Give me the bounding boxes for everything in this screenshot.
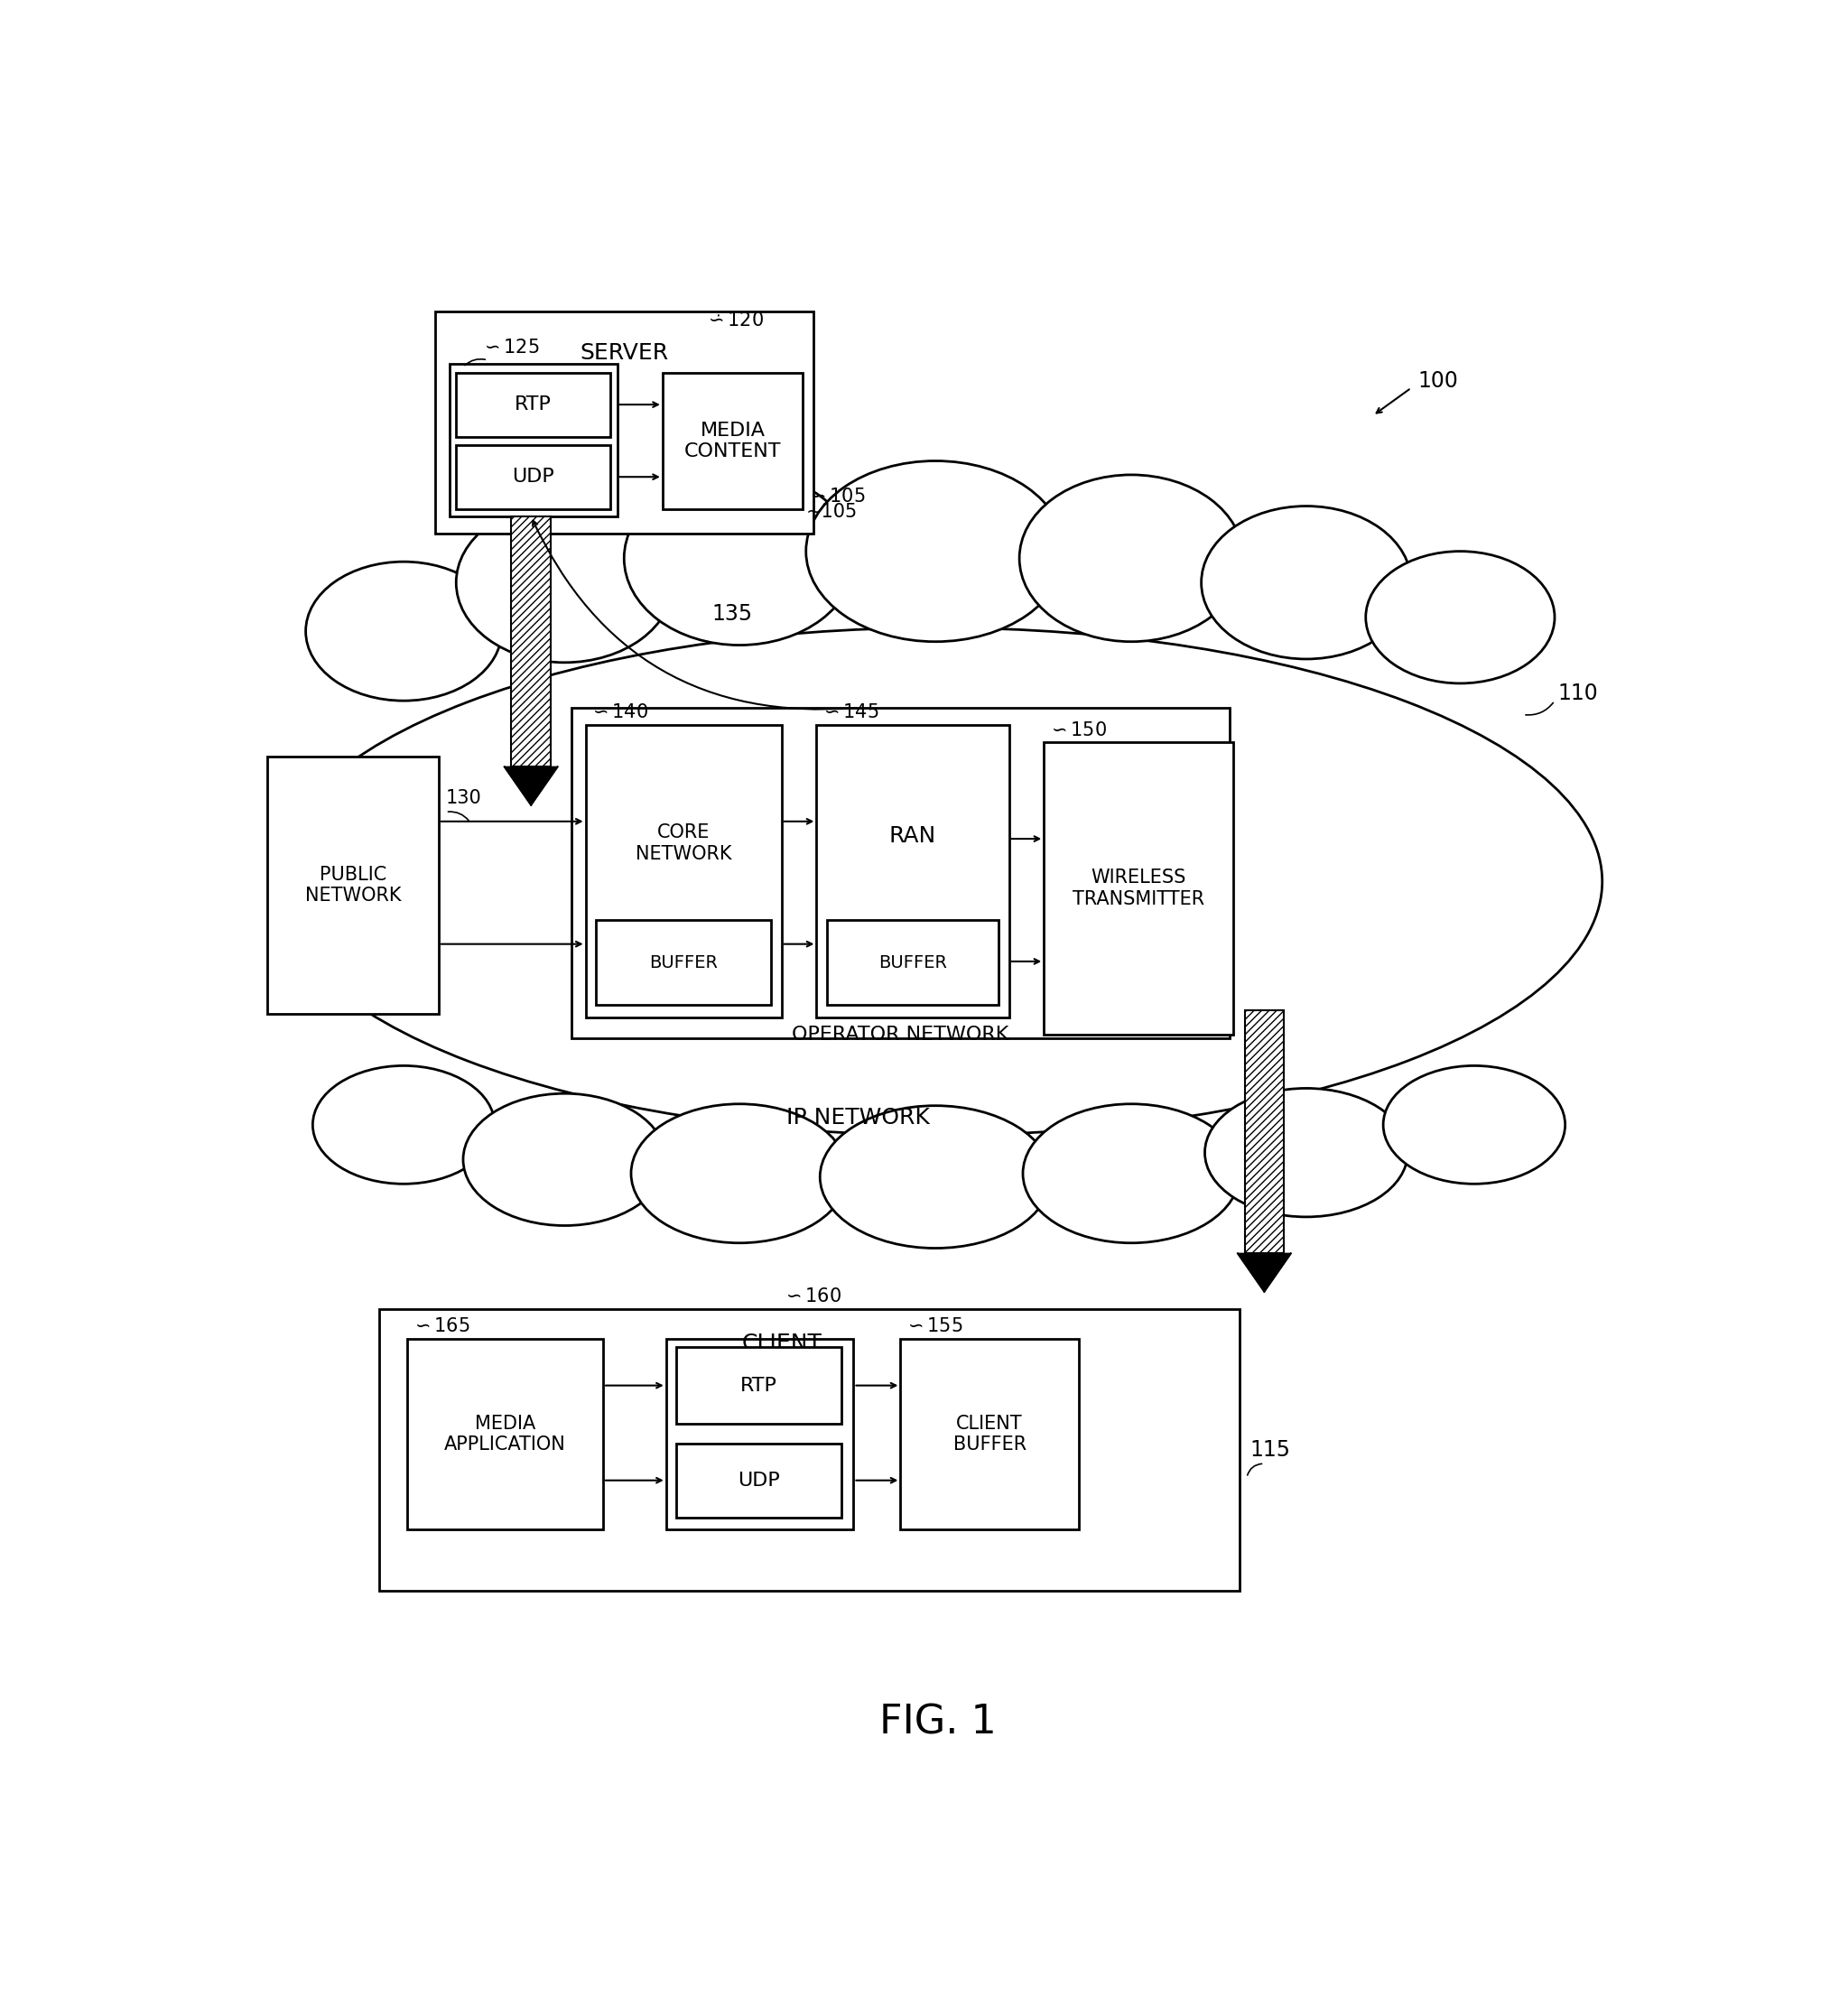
Text: $\backsim$160: $\backsim$160 (781, 1288, 842, 1306)
Text: MEDIA
CONTENT: MEDIA CONTENT (684, 421, 781, 460)
Ellipse shape (1200, 506, 1411, 659)
Text: UDP: UDP (512, 468, 554, 486)
Text: $\backsim$165: $\backsim$165 (410, 1316, 470, 1335)
Ellipse shape (456, 502, 673, 663)
Ellipse shape (313, 1066, 494, 1183)
Text: SERVER: SERVER (580, 343, 668, 365)
Text: RAN: RAN (889, 825, 937, 847)
Ellipse shape (805, 462, 1065, 641)
Text: $\backsim$125: $\backsim$125 (481, 339, 540, 357)
Bar (456, 446, 609, 508)
Bar (1043, 742, 1233, 1034)
Text: $\backsim$145: $\backsim$145 (820, 704, 878, 722)
Text: FIG. 1: FIG. 1 (878, 1704, 997, 1742)
Text: 130: 130 (447, 788, 481, 806)
Text: BUFFER: BUFFER (878, 954, 946, 972)
Bar (571, 708, 1230, 1038)
Text: MEDIA
APPLICATION: MEDIA APPLICATION (445, 1415, 565, 1454)
Polygon shape (505, 766, 558, 804)
Polygon shape (1237, 1254, 1290, 1292)
Text: RTP: RTP (514, 395, 551, 413)
Ellipse shape (1019, 476, 1243, 641)
Text: OPERATOR NETWORK: OPERATOR NETWORK (792, 1026, 1008, 1044)
Text: BUFFER: BUFFER (650, 954, 717, 972)
Ellipse shape (1023, 1105, 1239, 1244)
Bar (511, 516, 551, 766)
Bar (597, 919, 770, 1006)
Bar (586, 726, 781, 1016)
Text: CLIENT
BUFFER: CLIENT BUFFER (953, 1415, 1027, 1454)
Ellipse shape (463, 1093, 666, 1226)
Ellipse shape (820, 1105, 1050, 1248)
Ellipse shape (1365, 550, 1556, 683)
Text: PUBLIC
NETWORK: PUBLIC NETWORK (306, 865, 401, 905)
Ellipse shape (1204, 1089, 1407, 1218)
Text: ~105: ~105 (805, 502, 858, 520)
Text: UDP: UDP (737, 1472, 780, 1490)
Bar (827, 919, 999, 1006)
Bar (677, 1347, 842, 1423)
Ellipse shape (306, 562, 501, 702)
Ellipse shape (273, 627, 1603, 1135)
Text: $\backsim$155: $\backsim$155 (904, 1316, 963, 1335)
Bar (677, 1443, 842, 1518)
Text: RTP: RTP (741, 1377, 778, 1395)
Bar (666, 1339, 853, 1530)
Bar (379, 1308, 1239, 1591)
Bar (662, 373, 803, 508)
Bar (448, 363, 617, 516)
Text: 100: 100 (1418, 371, 1459, 391)
Bar (436, 310, 813, 534)
Text: $\backsim$140: $\backsim$140 (589, 704, 648, 722)
Ellipse shape (624, 472, 855, 645)
Text: 115: 115 (1250, 1439, 1290, 1462)
Text: 110: 110 (1557, 683, 1599, 706)
Bar (900, 1339, 1080, 1530)
Text: $\backsim$150: $\backsim$150 (1047, 722, 1107, 740)
Bar (456, 373, 609, 437)
Bar (267, 756, 439, 1014)
Bar (816, 726, 1008, 1016)
Text: $\backsim$120: $\backsim$120 (705, 310, 765, 329)
Ellipse shape (631, 1105, 847, 1244)
Text: CLIENT: CLIENT (741, 1333, 822, 1355)
Text: 135: 135 (712, 603, 752, 625)
Bar (1244, 1010, 1285, 1254)
Text: CORE
NETWORK: CORE NETWORK (635, 825, 732, 863)
Ellipse shape (1383, 1066, 1565, 1183)
Bar (406, 1339, 604, 1530)
Text: IP NETWORK: IP NETWORK (787, 1107, 930, 1129)
Text: WIRELESS
TRANSMITTER: WIRELESS TRANSMITTER (1072, 869, 1204, 907)
Text: $\backsim$105: $\backsim$105 (805, 488, 866, 506)
